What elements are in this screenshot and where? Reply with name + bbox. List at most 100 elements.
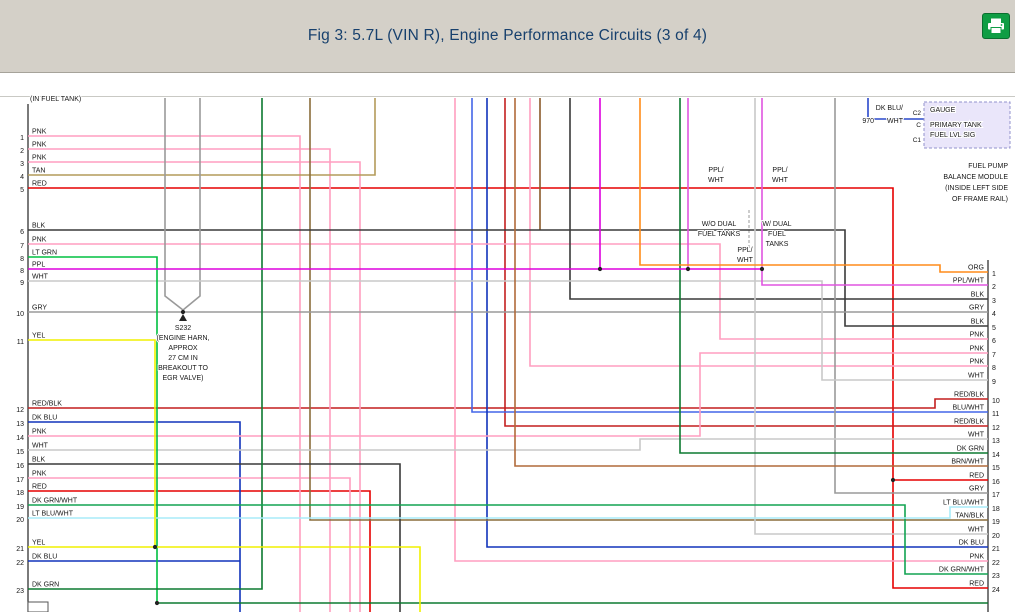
wire-wht-r20 xyxy=(754,98,988,535)
pin-number-right: 9 xyxy=(992,379,996,386)
pin-number-right: 16 xyxy=(992,479,1000,486)
connector-pin-c2: C2 xyxy=(913,110,922,117)
gauge-wire-color-line2: WHT xyxy=(887,118,904,125)
pin-number-left: 21 xyxy=(16,546,24,553)
pin-number-left: 1 xyxy=(20,135,24,142)
wire-color-label-right: RED xyxy=(969,581,984,588)
wire-blk-6 xyxy=(28,229,988,327)
wire-color-label-left: RED xyxy=(32,181,47,188)
junction-dot xyxy=(890,477,896,483)
pin-number-left: 3 xyxy=(20,161,24,168)
wire-color-label-right: PNK xyxy=(970,332,985,339)
figure-title: Fig 3: 5.7L (VIN R), Engine Performance … xyxy=(307,27,708,44)
junction-dot xyxy=(597,266,603,272)
wire-redblk-2 xyxy=(504,98,988,427)
wire-pnk-2 xyxy=(28,148,331,612)
ppl-wht-label-2: WHT xyxy=(772,177,789,184)
wire-dkgrnwht-19 xyxy=(28,504,988,575)
s232-splice-note: BREAKOUT TO xyxy=(158,365,208,372)
wire-color-label-right: BRN/WHT xyxy=(951,459,984,466)
wire-dkgrn-23 xyxy=(28,98,263,590)
wire-color-label-left: RED xyxy=(32,484,47,491)
ppl-wht-label-3: PPL/ xyxy=(737,247,752,254)
pin-number-left: 23 xyxy=(16,588,24,595)
wire-color-label-left: LT GRN xyxy=(32,250,57,257)
pin-number-left: 18 xyxy=(16,490,24,497)
junction-dot xyxy=(154,600,160,606)
wire-color-label-left: DK GRN xyxy=(32,582,59,589)
wire-brnwht-r15 xyxy=(514,98,988,467)
connector-pin-c: C xyxy=(916,122,921,129)
pin-number-right: 17 xyxy=(992,492,1000,499)
wire-wht-15 xyxy=(28,438,988,451)
ppl-wht-label-1: PPL/ xyxy=(708,167,723,174)
wire-color-label-left: RED/BLK xyxy=(32,401,62,408)
wire-color-label-right: RED xyxy=(969,473,984,480)
pin-number-left: 5 xyxy=(20,187,24,194)
wire-ltgrn-8 xyxy=(28,256,158,603)
pin-number-right: 2 xyxy=(992,284,996,291)
w-dual-tanks-note: TANKS xyxy=(766,241,789,248)
wire-pnk-v455 xyxy=(454,98,988,562)
pin-number-left: 15 xyxy=(16,449,24,456)
wire-dkblu-13 xyxy=(28,421,241,612)
pin-number-right: 22 xyxy=(992,560,1000,567)
s232-splice-note: (ENGINE HARN, xyxy=(157,335,210,342)
pin-number-left: 13 xyxy=(16,421,24,428)
pin-number-right: 5 xyxy=(992,325,996,332)
gauge-title: GAUGE xyxy=(930,107,956,114)
junction-dot xyxy=(180,309,186,315)
pin-number-left: 17 xyxy=(16,477,24,484)
wire-redblk-12 xyxy=(28,398,988,409)
pin-number-right: 21 xyxy=(992,546,1000,553)
wire-color-label-left: PNK xyxy=(32,142,47,149)
pin-number-left: 16 xyxy=(16,463,24,470)
wire-pnk-14 xyxy=(28,352,988,437)
wire-color-label-right: ORG xyxy=(968,265,984,272)
wire-dkblu-right xyxy=(486,98,988,548)
fuel-pump-module-note: (INSIDE LEFT SIDE xyxy=(945,185,1008,192)
pin-number-right: 10 xyxy=(992,398,1000,405)
w-dual-tanks-note: W/ DUAL xyxy=(762,221,791,228)
pin-number-right: 13 xyxy=(992,438,1000,445)
pin-number-left: 2 xyxy=(20,148,24,155)
wire-color-label-right: GRY xyxy=(969,305,984,312)
wire-color-label-right: RED/BLK xyxy=(954,419,984,426)
wo-dual-tanks-note: W/O DUAL xyxy=(702,221,737,228)
ppl-wht-label-3: WHT xyxy=(737,257,754,264)
wire-color-label-right: BLK xyxy=(971,292,985,299)
wire-color-label-left: DK BLU xyxy=(32,554,57,561)
wire-pnk-1 xyxy=(28,135,301,612)
wire-color-label-left: TAN xyxy=(32,168,45,175)
s232-splice-note: APPROX xyxy=(168,345,198,352)
s232-splice-note: EGR VALVE) xyxy=(163,375,204,382)
wire-color-label-right: DK GRN/WHT xyxy=(939,567,985,574)
gauge-wire-circuit-number: 970 xyxy=(862,118,874,125)
wire-color-label-left: DK GRN/WHT xyxy=(32,498,78,505)
wire-color-label-left: PNK xyxy=(32,155,47,162)
pin-number-right: 7 xyxy=(992,352,996,359)
wire-blk-r3 xyxy=(569,98,988,300)
w-dual-tanks-note: FUEL xyxy=(768,231,786,238)
wire-color-label-left: PNK xyxy=(32,471,47,478)
wire-color-label-right: BLU/WHT xyxy=(953,405,985,412)
pin-number-left: 11 xyxy=(17,339,24,346)
junction-dot xyxy=(152,544,158,550)
wire-color-label-right: WHT xyxy=(968,432,985,439)
print-button[interactable] xyxy=(982,13,1010,39)
wire-gry-splice-b xyxy=(182,98,201,311)
wire-color-label-right: BLK xyxy=(971,319,985,326)
wire-blk-16 xyxy=(28,463,401,612)
s232-splice-note: S232 xyxy=(175,325,191,332)
gauge-signal-label: PRIMARY TANK xyxy=(930,122,982,129)
wire-color-label-left: DK BLU xyxy=(32,415,57,422)
wire-color-label-left: YEL xyxy=(32,540,45,547)
pin-number-right: 23 xyxy=(992,573,1000,580)
wire-dkgrn-r14 xyxy=(679,98,988,454)
pin-number-right: 15 xyxy=(992,465,1000,472)
junction-dot xyxy=(759,266,765,272)
wire-yel-21 xyxy=(28,546,421,612)
pin-number-right: 18 xyxy=(992,506,1000,513)
